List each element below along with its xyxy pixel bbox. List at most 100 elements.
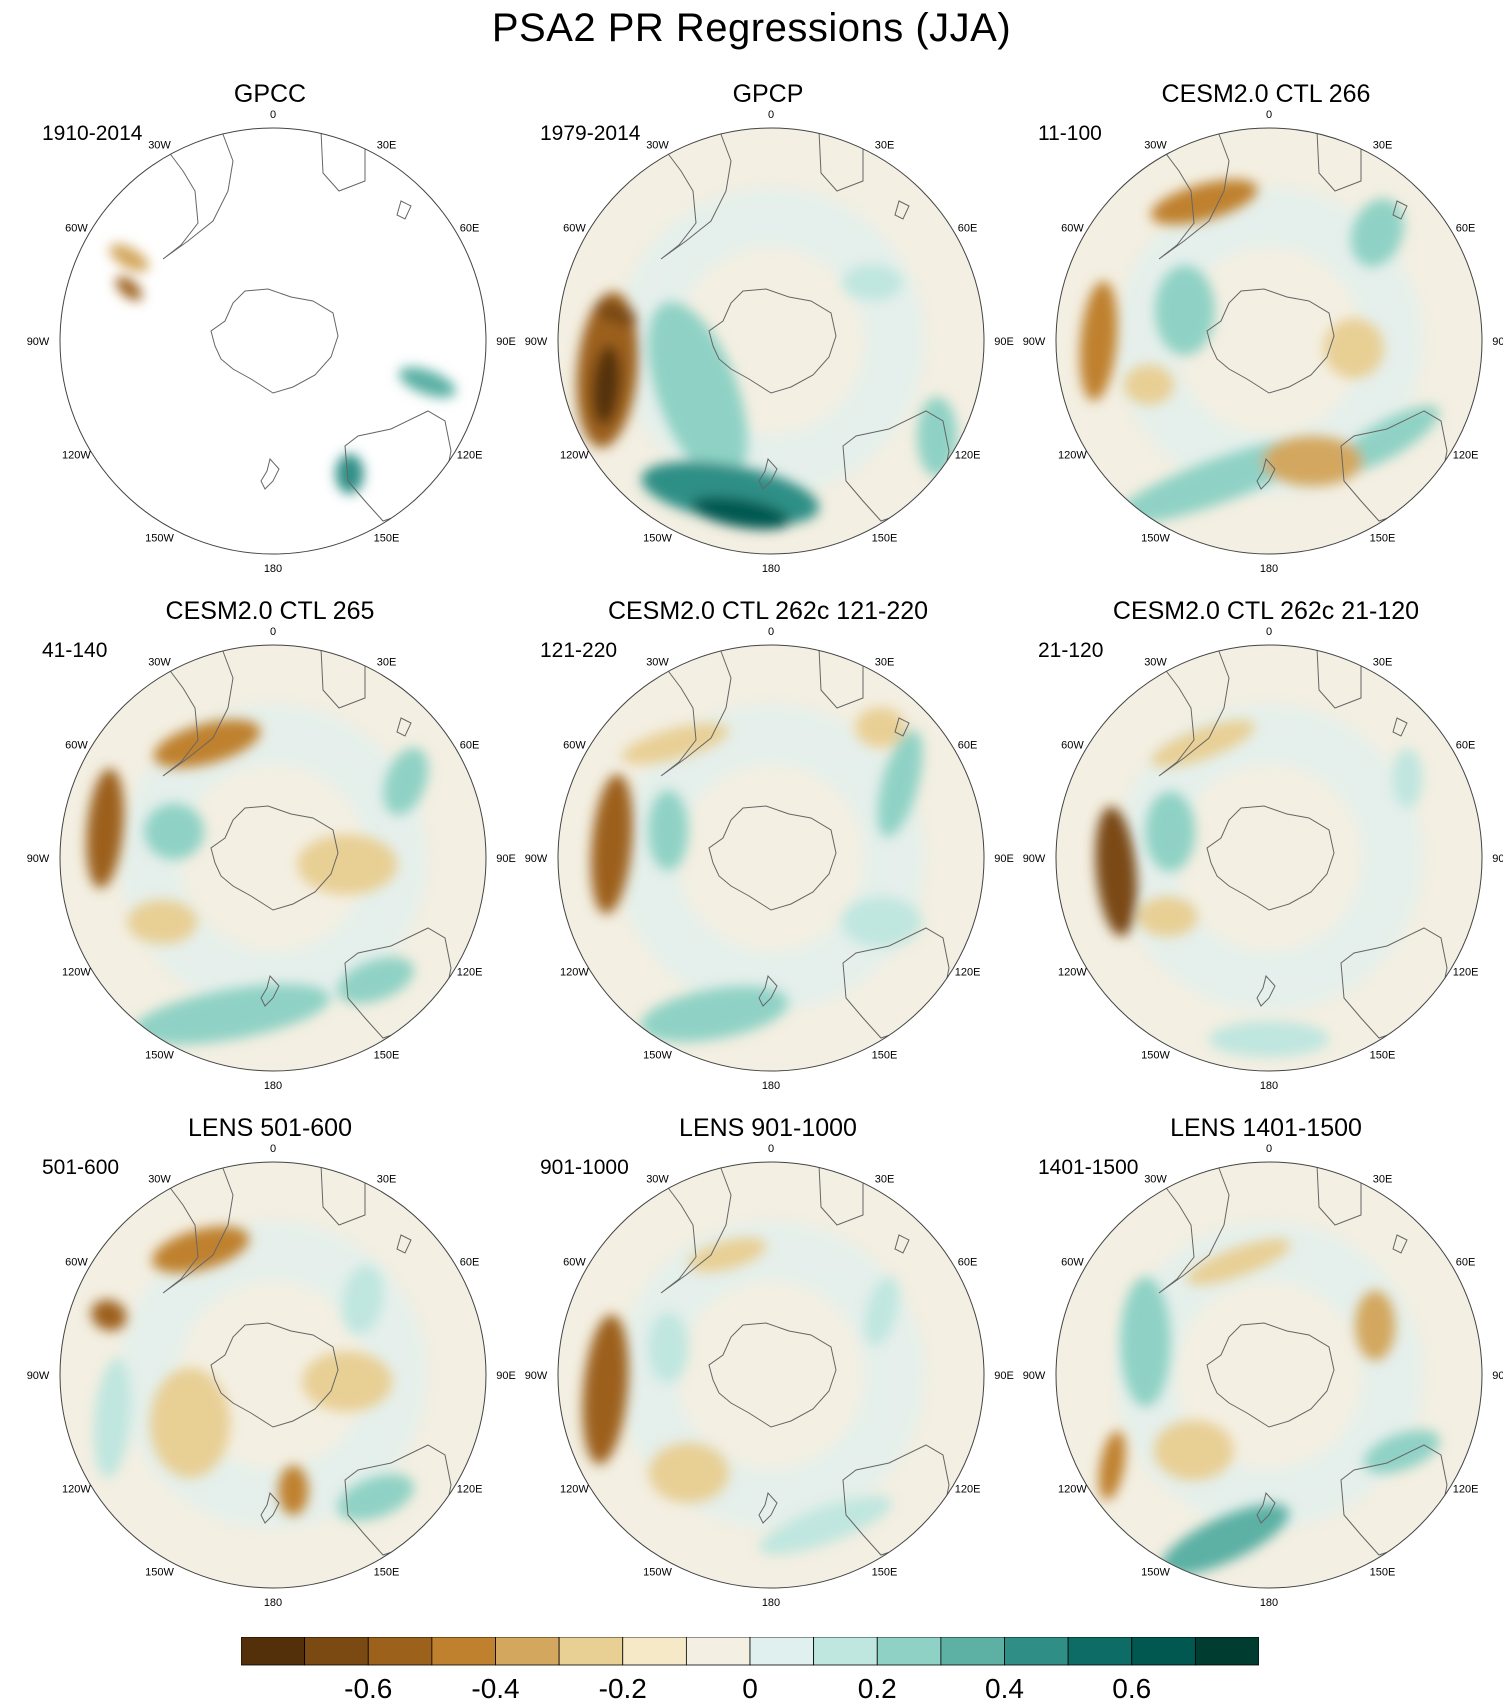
- longitude-label: 30E: [875, 656, 895, 668]
- map-border: [557, 1161, 985, 1589]
- longitude-label: 90E: [1492, 853, 1503, 865]
- longitude-label: 150W: [643, 1567, 672, 1579]
- anomaly-contour: [115, 276, 143, 301]
- panel-period: 121-220: [540, 639, 618, 662]
- longitude-label: 120E: [1453, 450, 1479, 462]
- map-border: [1055, 644, 1483, 1072]
- anomaly-contour: [153, 719, 261, 768]
- africa-coastline: [1316, 1164, 1362, 1226]
- madagascar-coastline: [894, 200, 910, 220]
- africa-coastline: [320, 130, 366, 192]
- south-america-coastline: [660, 645, 732, 777]
- polar-map: 0 30E 60E 90E 120E 150E 180 150W 120W 90W 60W 30W: [27, 109, 516, 575]
- longitude-label: 0: [270, 109, 276, 121]
- panel-title: CESM2.0 CTL 262c 21-120: [1112, 597, 1420, 625]
- map-border: [59, 644, 487, 1072]
- colorbar-tick-label: 0.6: [1112, 1673, 1152, 1704]
- longitude-label: 60W: [563, 1257, 586, 1269]
- madagascar-coastline: [396, 200, 412, 220]
- panel-period: 1979-2014: [540, 122, 641, 145]
- africa-coastline: [818, 647, 864, 709]
- longitude-label: 150W: [1141, 1567, 1170, 1579]
- longitude-label: 180: [264, 1597, 282, 1609]
- anomaly-contour: [1150, 179, 1258, 225]
- anomaly-contour: [648, 1442, 729, 1503]
- madagascar-coastline: [1392, 1234, 1408, 1254]
- panel-title: LENS 501-600: [187, 1114, 352, 1142]
- anomaly-contour: [152, 1226, 250, 1273]
- longitude-label: 60E: [958, 223, 978, 235]
- panel-title: GPCC: [233, 80, 307, 108]
- map-panel: CESM2.0 CTL 262c 121-220 121-220 0 30E 60E 90…: [525, 597, 1014, 1097]
- longitude-label: 120E: [1453, 967, 1479, 979]
- longitude-label: 60E: [1456, 1257, 1476, 1269]
- anomaly-contour: [1151, 720, 1255, 768]
- polar-map: 0 30E 60E 90E 120E 150E 180 150W 120W 90W 60W 30W: [27, 1143, 516, 1609]
- longitude-label: 30W: [1144, 1173, 1167, 1185]
- longitude-label: 150E: [872, 1050, 898, 1062]
- longitude-label: 150W: [145, 1050, 174, 1062]
- longitude-label: 30W: [646, 139, 669, 151]
- longitude-label: 120E: [457, 1484, 483, 1496]
- panel-title: GPCP: [732, 80, 804, 108]
- longitude-label: 90E: [1492, 336, 1503, 348]
- antarctica-coastline: [708, 805, 837, 911]
- anomaly-contour: [1145, 791, 1196, 872]
- anomaly-contour: [1137, 896, 1198, 937]
- colorbar-box: [1067, 1637, 1133, 1666]
- south-america-coastline: [660, 1162, 732, 1294]
- panel-period: 1910-2014: [42, 122, 143, 145]
- map-border: [1055, 1161, 1483, 1589]
- longitude-label: 90E: [496, 853, 516, 865]
- south-america-coastline: [1158, 1162, 1230, 1294]
- panel-title: CESM2.0 CTL 262c 121-220: [607, 597, 929, 625]
- polar-map: 0 30E 60E 90E 120E 150E 180 150W 120W 90W 60W 30W: [1023, 626, 1503, 1092]
- anomaly-contour: [383, 747, 429, 815]
- anomaly-contour: [337, 1474, 414, 1521]
- antarctica-coastline: [708, 1322, 837, 1428]
- anomaly-contour: [621, 723, 729, 765]
- longitude-label: 150E: [374, 1567, 400, 1579]
- anomaly-ring: [119, 704, 427, 1012]
- anomaly-contour: [337, 957, 414, 1004]
- anomaly-contour: [86, 768, 124, 889]
- panel-title: LENS 901-1000: [679, 1114, 857, 1142]
- polar-map: 0 30E 60E 90E 120E 150E 180 150W 120W 90W 60W 30W: [1023, 109, 1503, 575]
- longitude-label: 60E: [1456, 223, 1476, 235]
- colorbar-tick-label: 0: [742, 1673, 758, 1704]
- anomaly-contour: [691, 496, 790, 530]
- new-zealand-coastline: [1256, 974, 1276, 1007]
- africa-coastline: [818, 130, 864, 192]
- longitude-label: 150E: [872, 1567, 898, 1579]
- anomaly-contour: [594, 301, 637, 326]
- new-zealand-coastline: [260, 974, 280, 1007]
- longitude-label: 120W: [560, 1484, 589, 1496]
- anomaly-contour: [582, 1314, 629, 1465]
- map-border: [59, 127, 487, 555]
- longitude-label: 30E: [875, 139, 895, 151]
- longitude-label: 120W: [62, 967, 91, 979]
- new-zealand-coastline: [1256, 1491, 1276, 1524]
- polar-map: 0 30E 60E 90E 120E 150E 180 150W 120W 90W 60W 30W: [525, 1143, 1014, 1609]
- longitude-label: 120E: [955, 1484, 981, 1496]
- anomaly-contour: [1079, 281, 1118, 401]
- colorbar-box: [367, 1637, 433, 1666]
- madagascar-coastline: [396, 1234, 412, 1254]
- longitude-label: 120W: [1058, 450, 1087, 462]
- map-panel: GPCP 1979-2014 0 30E 60E 90E 120E 150E 180 150W 12…: [525, 80, 1014, 580]
- colorbar-box: [1004, 1637, 1069, 1666]
- longitude-label: 30W: [148, 139, 171, 151]
- colorbar-box: [685, 1637, 751, 1666]
- longitude-label: 150W: [1141, 533, 1170, 545]
- longitude-label: 30W: [148, 1173, 171, 1185]
- longitude-label: 90W: [525, 336, 548, 348]
- anomaly-contour: [842, 264, 903, 301]
- anomaly-contour: [1160, 1503, 1290, 1576]
- longitude-label: 30E: [377, 656, 397, 668]
- anomaly-contour: [93, 1358, 132, 1478]
- longitude-label: 180: [264, 1080, 282, 1092]
- longitude-label: 180: [1260, 1597, 1278, 1609]
- panel-period: 21-120: [1038, 639, 1104, 662]
- anomaly-contour: [1323, 318, 1384, 379]
- anomaly-contour: [302, 1351, 393, 1412]
